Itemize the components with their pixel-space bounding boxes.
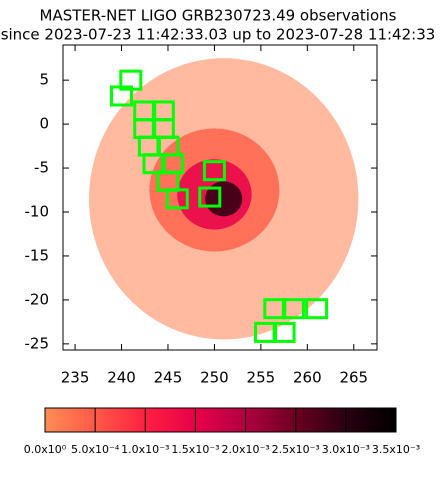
colorbar-tick-label: 1.0x10⁻³ xyxy=(121,443,169,456)
x-tick-label: 240 xyxy=(107,369,136,387)
x-tick-label: 260 xyxy=(293,369,322,387)
observation-field xyxy=(165,188,189,210)
colorbar-tick-label: 0.0x10⁰ xyxy=(24,443,67,456)
y-tick-label: -15 xyxy=(25,246,50,264)
colorbar-tick-label: 2.5x10⁻³ xyxy=(272,443,320,456)
y-tick-label: 0 xyxy=(39,115,49,133)
y-tick-label: -20 xyxy=(25,290,50,308)
colorbar-tick-label: 2.0x10⁻³ xyxy=(221,443,269,456)
y-tick-label: -5 xyxy=(34,159,49,177)
observation-field xyxy=(202,160,226,182)
observation-field xyxy=(305,298,329,320)
observation-field xyxy=(281,298,305,320)
colorbar xyxy=(44,407,397,433)
x-tick-label: 265 xyxy=(339,369,368,387)
x-tick-label: 255 xyxy=(247,369,276,387)
y-tick-label: -10 xyxy=(25,203,50,221)
colorbar-tick-label: 1.5x10⁻³ xyxy=(171,443,219,456)
colorbar-tick-label: 3.5x10⁻³ xyxy=(372,443,420,456)
observation-field xyxy=(272,321,296,343)
y-tick-label: -25 xyxy=(25,334,50,352)
observation-field xyxy=(198,186,222,208)
y-tick-label: 5 xyxy=(39,71,49,89)
colorbar-tick-label: 3.0x10⁻³ xyxy=(322,443,370,456)
plot-border xyxy=(62,44,378,351)
heatmap xyxy=(89,58,359,343)
x-tick-label: 235 xyxy=(61,369,90,387)
observation-field xyxy=(110,85,134,107)
chart-subtitle: since 2023-07-23 11:42:33.03 up to 2023-… xyxy=(1,26,436,44)
colorbar-tick-label: 5.0x10⁻⁴ xyxy=(71,443,120,456)
probability-region xyxy=(205,181,243,217)
x-tick-label: 245 xyxy=(154,369,183,387)
x-tick-label: 250 xyxy=(200,369,229,387)
chart-title: MASTER-NET LIGO GRB230723.49 observation… xyxy=(40,7,397,25)
